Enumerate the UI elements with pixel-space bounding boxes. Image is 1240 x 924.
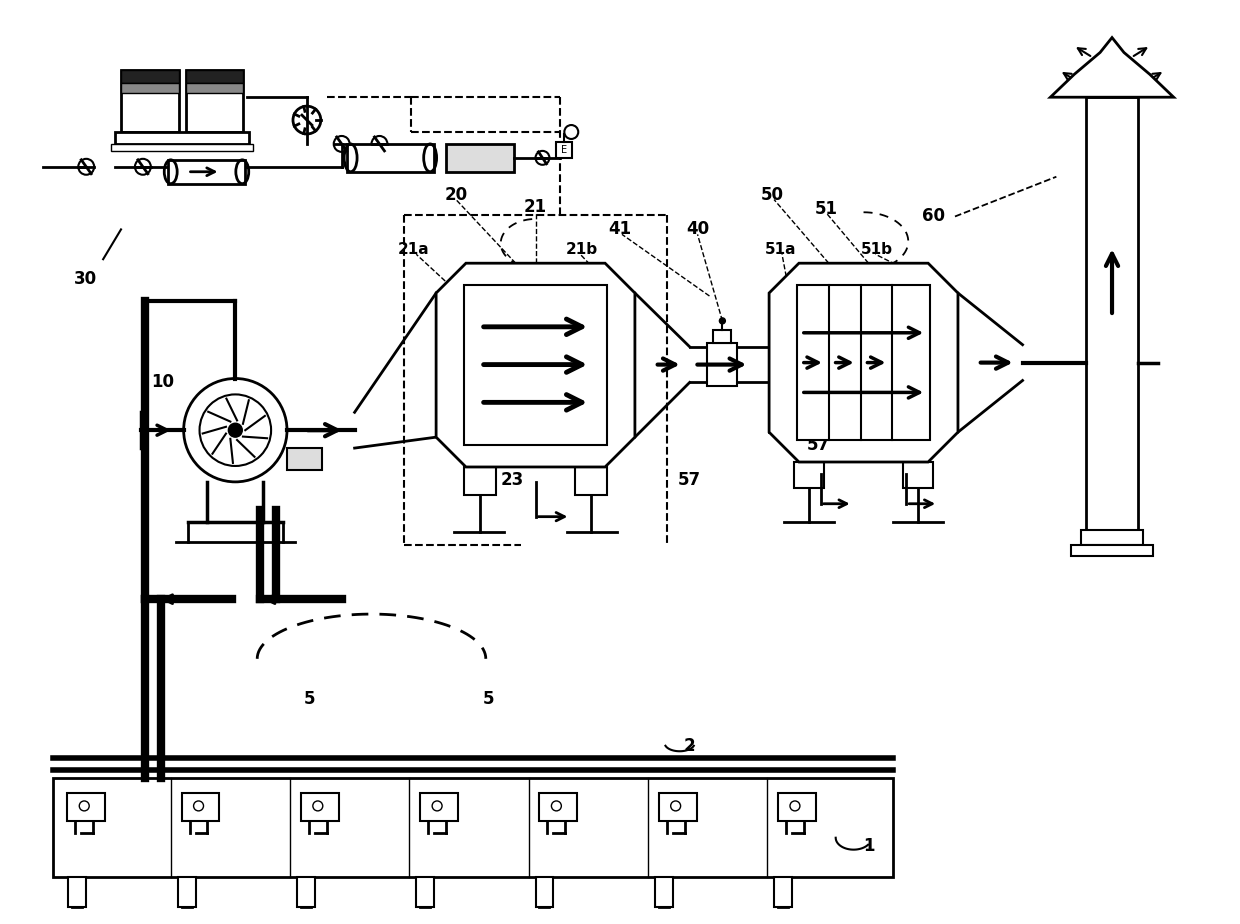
Text: 1: 1 bbox=[863, 836, 874, 855]
Bar bbox=[186, 83, 243, 93]
Bar bbox=[286, 448, 322, 470]
Bar bbox=[115, 132, 249, 144]
Bar bbox=[539, 793, 578, 821]
Polygon shape bbox=[769, 263, 959, 462]
Bar bbox=[658, 793, 697, 821]
Text: 57: 57 bbox=[807, 436, 831, 454]
Bar bbox=[536, 878, 553, 907]
Bar bbox=[794, 462, 823, 488]
Bar bbox=[53, 778, 893, 878]
Bar bbox=[301, 793, 339, 821]
Bar bbox=[446, 144, 513, 172]
Bar bbox=[67, 793, 105, 821]
Bar bbox=[655, 878, 672, 907]
Text: 40: 40 bbox=[686, 221, 709, 238]
Bar bbox=[112, 144, 253, 151]
Bar bbox=[777, 793, 816, 821]
Bar bbox=[68, 878, 87, 907]
Bar bbox=[1081, 529, 1143, 544]
Text: 60: 60 bbox=[921, 208, 945, 225]
Bar bbox=[181, 793, 219, 821]
Bar bbox=[1071, 544, 1153, 556]
Bar bbox=[177, 878, 196, 907]
Text: 50: 50 bbox=[760, 186, 784, 203]
Text: 51b: 51b bbox=[861, 242, 893, 257]
Circle shape bbox=[719, 318, 725, 323]
Bar bbox=[420, 793, 458, 821]
Text: 23: 23 bbox=[501, 471, 525, 489]
Bar bbox=[417, 878, 434, 907]
Bar bbox=[708, 343, 738, 386]
Bar bbox=[557, 142, 573, 158]
Text: 21a: 21a bbox=[398, 242, 429, 257]
Circle shape bbox=[228, 423, 242, 437]
Bar bbox=[464, 286, 608, 445]
Text: 5: 5 bbox=[304, 689, 316, 708]
Bar bbox=[903, 462, 934, 488]
Text: 20: 20 bbox=[444, 186, 467, 203]
Bar bbox=[464, 467, 496, 494]
Bar bbox=[122, 70, 179, 83]
Text: 51: 51 bbox=[815, 200, 838, 217]
Bar bbox=[186, 70, 243, 132]
Bar bbox=[186, 70, 243, 83]
Text: 30: 30 bbox=[73, 270, 97, 288]
Text: 10: 10 bbox=[151, 373, 175, 392]
Bar bbox=[167, 160, 246, 184]
Text: E: E bbox=[562, 145, 568, 155]
Bar bbox=[122, 70, 179, 132]
Text: 5: 5 bbox=[484, 689, 495, 708]
Text: 2: 2 bbox=[683, 737, 696, 755]
Text: 57: 57 bbox=[678, 471, 701, 489]
Text: 51a: 51a bbox=[765, 242, 797, 257]
Bar bbox=[296, 878, 315, 907]
Bar bbox=[797, 286, 930, 440]
Polygon shape bbox=[436, 263, 635, 467]
Polygon shape bbox=[1050, 38, 1173, 97]
Bar bbox=[1086, 97, 1138, 529]
Bar bbox=[347, 144, 434, 172]
Text: 21b: 21b bbox=[567, 242, 598, 257]
Text: 41: 41 bbox=[609, 221, 631, 238]
Text: 21: 21 bbox=[525, 198, 547, 215]
Bar bbox=[575, 467, 608, 494]
Bar bbox=[122, 83, 179, 93]
Bar bbox=[774, 878, 792, 907]
Bar bbox=[713, 330, 732, 343]
